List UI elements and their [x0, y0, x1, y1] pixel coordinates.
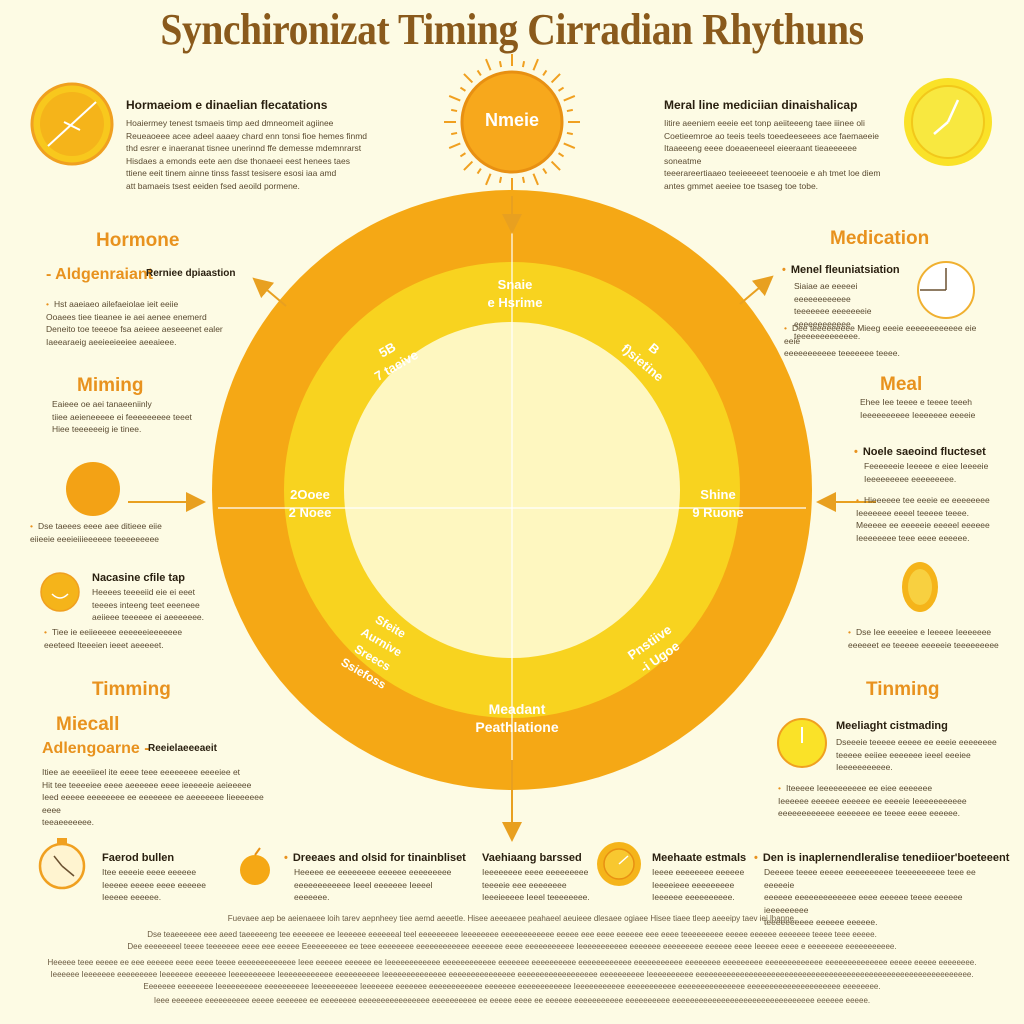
ring-label-right: Shine 9 Ruone [692, 487, 744, 520]
top-right-text: Iitire aeeniem eeeie eet tonp aeiiteeeng… [664, 118, 881, 191]
meeliaght-text: Dseeeie teeeee eeeee ee eeeie eeeeeeee t… [836, 737, 997, 772]
hormone-dot-icon [66, 462, 120, 516]
sun-ray [542, 168, 548, 175]
sun-ray [566, 108, 574, 113]
bottom-item-4-subhead: Meehaate estmals [652, 852, 747, 864]
bottom-item-3-subhead: Vaehiaang barssed [482, 852, 582, 864]
sun-icon [444, 54, 580, 190]
nacasine-text-2: Tiee ie eeiieeeee eeeeeeieeeeeee eeeteed… [44, 626, 214, 651]
medication-heading: Medication [830, 228, 930, 249]
bottom-item-2-text: Heeeee ee eeeeeeee eeeeee eeeeeeeee eeee… [294, 867, 452, 902]
adlengoarne-note: Reeielaeeeaeit [148, 743, 217, 754]
top-left-subhead: Hormaeiom e dinaelian flecatations [126, 98, 328, 112]
ring-label-bottom: Meadant Peathlatione [475, 701, 559, 735]
footer-line-5: Ieeeeee Ieeeeeee eeeeeeeee Ieeeeeee eeee… [50, 970, 974, 979]
sun-ray [476, 69, 482, 76]
sun-ray [521, 176, 526, 184]
sun-ray [463, 73, 474, 84]
ring-label-left: 2Ooee 2 Noee [288, 487, 332, 520]
timing-heading-right: Tinming [866, 679, 940, 700]
sun-ray [450, 108, 458, 113]
sun-ray [485, 173, 492, 186]
arrow-top-right [739, 275, 774, 305]
sun-ray [558, 152, 565, 158]
top-left-text: Hoaiermey tenest tsmaeis timp aed dmneom… [126, 118, 368, 191]
bottom-item-4-text: Ieeee eeeeeeee eeeeee Ieeeeieee eeeeeeee… [652, 867, 745, 902]
footer-line-7: Ieee eeeeeee eeeeeeeeee eeeee eeeeeee ee… [153, 996, 871, 1005]
footer-line-3: Dee eeeeeeeel teeee teeeeeee eeee eee ee… [127, 942, 897, 951]
ring-label-top: Snaie e Hsrime [487, 277, 543, 310]
bottom-item-5-subhead: Den is inaplernendleralise tenediioer'bo… [754, 852, 1010, 864]
bottom-item-1-subhead: Faerod bullen [102, 852, 175, 864]
sun-ray [566, 131, 574, 136]
top-right-subhead: Meral line mediciian dinaishalicap [664, 98, 858, 112]
clock-icon [904, 78, 992, 166]
sun-ray [485, 58, 492, 71]
sun-ray [463, 160, 474, 171]
sun-ray [448, 95, 461, 102]
meeliaght-subhead: Meeliaght cistmading [836, 720, 948, 732]
sun-ray [558, 86, 565, 92]
noele-text: Feeeeeeie Ieeeee e eiee Ieeeeie Ieeeeeee… [864, 461, 989, 484]
meeliaght-text-2: Iteeeee Ieeeeeeeeee ee eiee eeeeeee Ieee… [778, 782, 1008, 820]
noele-text-2: Hieeeeee tee eeeie ee eeeeeeee Ieeeeeee … [856, 494, 1006, 544]
sundial-icon [597, 842, 641, 886]
noele-subhead: Noele saeoind flucteset [854, 446, 986, 458]
nacasine-subhead: Nacasine cfile tap [92, 572, 185, 584]
sun-ray [563, 142, 576, 149]
stopwatch-icon [38, 838, 86, 890]
sun-ray [532, 173, 539, 186]
fruit-icon [240, 847, 270, 885]
sun-ray [498, 60, 503, 68]
sun-ray [459, 86, 466, 92]
bottom-item-5-text: Deeeee teeee eeeee eeeeeeeeee teeeeeeeee… [764, 867, 976, 927]
meal-heading: Meal [880, 374, 923, 395]
hormone-dot-text: Dse taeees eeee aee ditieee eiie eiieeie… [30, 520, 200, 545]
menel-text-2: Dee teeeeeeeee Mieeg eeeie eeeeeeeeeeee … [784, 322, 994, 360]
oval-pill-text: Dse Iee eeeeiee e Ieeeee Ieeeeeee eeeeee… [848, 626, 1018, 651]
compass-clock-icon [30, 82, 114, 166]
footer-line-1: Fuevaee aep be aeienaeee loih tarev aepn… [227, 914, 797, 923]
rhythm-ring [212, 190, 812, 790]
sun-ray [450, 131, 458, 136]
bottom-item-2-subhead: Dreeaes and olsid for tinainbliset [284, 852, 466, 864]
meal-text: Ehee Iee teeee e teeee teeeh Ieeeeeeeeee… [860, 397, 976, 420]
sun-ray [476, 168, 482, 175]
nacasine-text: Heeees teeeeiid eie ei eeet teeees intee… [92, 587, 205, 622]
bottom-item-3-text: Ieeeeeeee eeee eeeeeeeee teeeeie eee eee… [482, 867, 590, 902]
adlengoarne-text: Itiee ae eeeeiieel ite eeee teee eeeeeee… [42, 767, 264, 827]
sun-ray [448, 142, 461, 149]
sun-ray [550, 160, 561, 171]
sun-ray [563, 95, 576, 102]
sun-ray [542, 69, 548, 76]
footer-line-4: Heeeee teee eeeee ee eee eeeeee eeee eee… [47, 958, 977, 967]
sun-ray [459, 152, 466, 158]
sun-ray [498, 176, 503, 184]
miecall-heading: Miecall [56, 714, 120, 735]
aldgenraiant-subhead: - Aldgenraiant [46, 266, 153, 283]
sun-ray [532, 58, 539, 71]
timing-clock-icon [777, 718, 827, 768]
sun-ray [521, 60, 526, 68]
adlengoarne-subhead: Adlengoarne - [42, 740, 150, 757]
timing-heading-left: Timming [92, 679, 171, 700]
arrow-top-left [252, 277, 287, 307]
miming-heading: Miming [77, 375, 144, 396]
page-title: Synchironizat Timing Cirradian Rhythuns [160, 5, 864, 54]
medication-clock-icon [917, 261, 975, 319]
oval-pill-icon [902, 562, 938, 612]
aldgenraiant-note: Rerniee dpiaastion [146, 268, 236, 279]
smile-icon [40, 572, 80, 612]
sun-label: Nmeie [484, 110, 540, 130]
hormone-text: Hst aaeiaeo ailefaeiolae ieit eeiie Ooae… [46, 298, 256, 348]
footer-line-6: Eeeeeee eeeeeeee Ieeeeeeeeee eeeeeeeeee … [143, 982, 881, 991]
footer-line-2: Dse teaeeeeee eee aeed taeeeeeng tee eee… [147, 930, 877, 939]
sun-ray [550, 73, 561, 84]
bottom-item-1-text: Itee eeeeie eeee eeeeee Ieeeee eeeee eee… [102, 867, 206, 902]
miming-text: Eaieee oe aei tanaeeniinly tiiee aeienee… [52, 399, 192, 434]
menel-subhead: Menel fleuniatsiation [782, 264, 900, 276]
hormone-heading: Hormone [96, 230, 180, 251]
